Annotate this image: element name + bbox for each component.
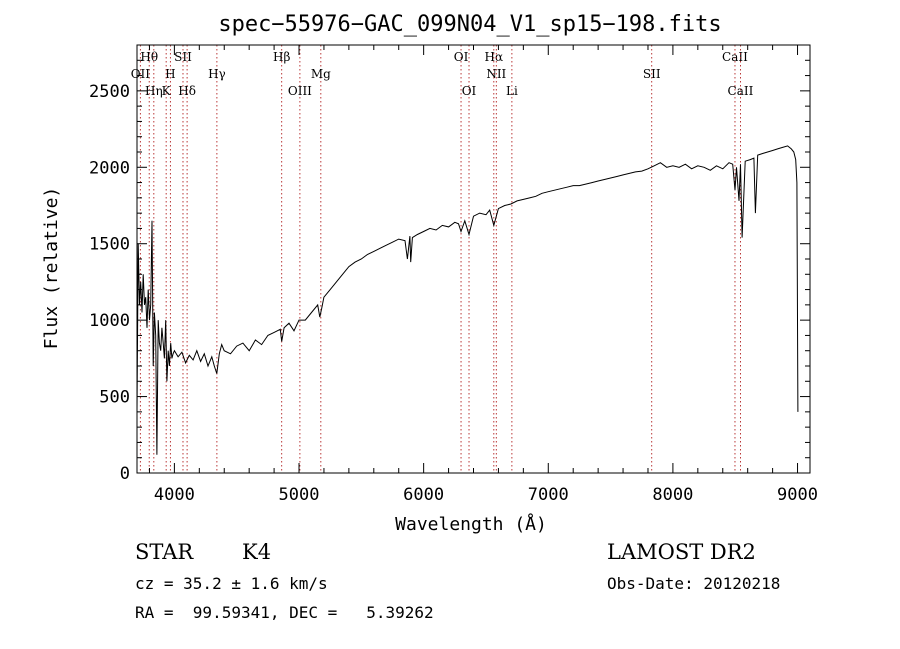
y-tick-label: 500 [99,388,130,408]
marker-label: OI [462,84,477,98]
x-tick-label: 9000 [777,485,818,505]
y-tick-label: 0 [120,464,130,484]
marker-label: NII [486,67,506,81]
x-tick-label: 6000 [403,485,444,505]
marker-label: OII [131,67,151,81]
marker-label: OIII [288,84,312,98]
y-tick-label: 1000 [89,311,130,331]
marker-label: CaII [722,50,748,64]
marker-label: Hα [485,50,504,64]
marker-label: Li [506,84,518,98]
coordinates-text: RA = 99.59341, DEC = 5.39262 [135,603,434,622]
obs-date-text: Obs-Date: 20120218 [607,574,781,593]
object-subclass: K4 [242,540,272,564]
flux-series-line [136,145,799,455]
y-tick-label: 2500 [89,82,130,102]
x-tick-label: 5000 [279,485,320,505]
x-tick-label: 8000 [652,485,693,505]
x-axis-label: Wavelength (Å) [395,513,547,535]
object-class: STAR [135,540,194,564]
y-tick-label: 1500 [89,235,130,255]
marker-label: CaII [728,84,754,98]
redshift-text: cz = 35.2 ± 1.6 km/s [135,574,328,593]
survey-name: LAMOST DR2 [607,540,756,564]
plot-frame [136,44,811,474]
marker-label: OI [454,50,469,64]
x-tick-label: 7000 [528,485,569,505]
marker-label: Hθ [140,50,158,64]
y-axis-label: Flux (relative) [41,187,62,350]
y-tick-label: 2000 [89,158,130,178]
x-axis: 4000 5000 6000 7000 8000 9000 [148,45,818,505]
marker-label: Hδ [178,84,196,98]
x-tick-label: 4000 [154,485,195,505]
marker-label: SII [174,50,192,64]
marker-label: Hβ [273,50,290,64]
marker-label: K [162,84,172,98]
chart-title: spec−55976−GAC_099N04_V1_sp15−198.fits [218,12,721,37]
marker-label: Hγ [208,67,226,81]
marker-label: H [165,67,175,81]
marker-label: Mg [311,67,331,81]
y-axis: 0 500 1000 1500 2000 2500 [89,59,810,484]
marker-label: SII [643,67,661,81]
marker-label: Hη [145,84,163,98]
